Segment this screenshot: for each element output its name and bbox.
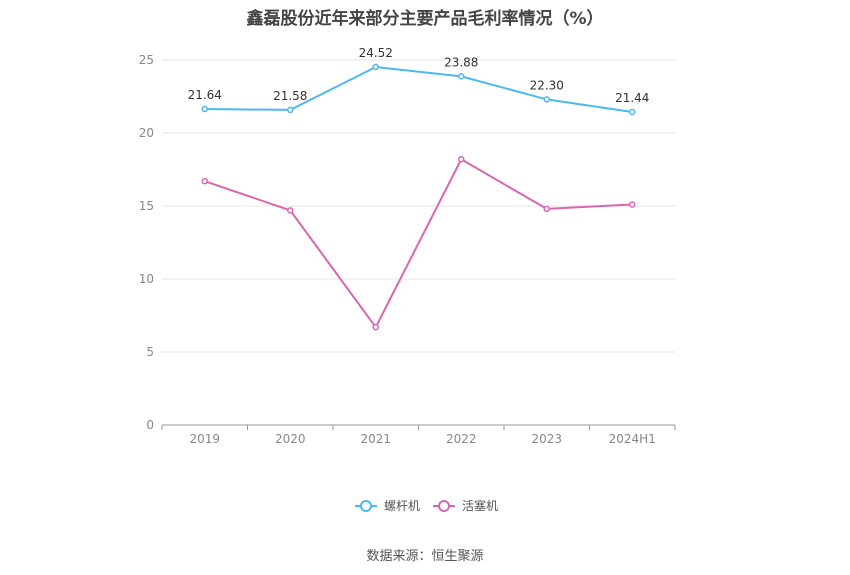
x-tick-label: 2019 (189, 432, 220, 446)
data-point (543, 205, 550, 213)
y-tick-label: 0 (146, 418, 154, 432)
legend: 螺杆机 活塞机 (355, 498, 498, 513)
x-tick-label: 2024H1 (609, 432, 656, 446)
data-point (372, 323, 379, 331)
y-tick-label: 10 (139, 272, 154, 286)
data-point (287, 207, 294, 214)
data-label: 21.44 (615, 91, 649, 105)
data-point (458, 156, 465, 163)
data-point (201, 177, 208, 185)
data-point (629, 108, 636, 116)
y-tick-label: 20 (139, 126, 154, 140)
x-tick-label: 2021 (360, 432, 391, 446)
chart-title: 鑫磊股份近年来部分主要产品毛利率情况（%） (246, 9, 604, 29)
data-label: 24.52 (359, 46, 393, 60)
data-label: 21.64 (188, 88, 222, 102)
series-line (204, 157, 633, 330)
y-tick-label: 25 (139, 53, 154, 67)
legend-swatch-marker (438, 500, 450, 512)
data-point (287, 106, 294, 114)
legend-label: 活塞机 (462, 498, 498, 513)
data-point (543, 96, 550, 103)
series-line (204, 65, 633, 113)
x-tick-label: 2023 (531, 432, 562, 446)
data-label: 21.58 (273, 89, 307, 103)
data-label: 23.88 (444, 55, 478, 69)
data-point (201, 105, 208, 113)
data-point (629, 201, 636, 208)
data-label: 22.30 (530, 78, 564, 92)
series-lines (201, 63, 636, 331)
data-labels: 21.64 21.58 24.52 23.88 22.30 21.44 (188, 46, 650, 105)
legend-swatch-marker (360, 500, 372, 512)
axes: 0 5 10 15 20 25 2019 2020 2021 2022 2023 2024H1 (139, 53, 676, 446)
data-point (458, 73, 465, 80)
x-tick-label: 2020 (275, 432, 306, 446)
data-source-note: 数据来源：恒生聚源 (366, 549, 484, 564)
y-tick-label: 15 (139, 199, 154, 213)
y-tick-label: 5 (146, 345, 154, 359)
data-point (372, 63, 379, 71)
legend-label: 螺杆机 (384, 499, 420, 513)
x-tick-label: 2022 (446, 432, 477, 446)
